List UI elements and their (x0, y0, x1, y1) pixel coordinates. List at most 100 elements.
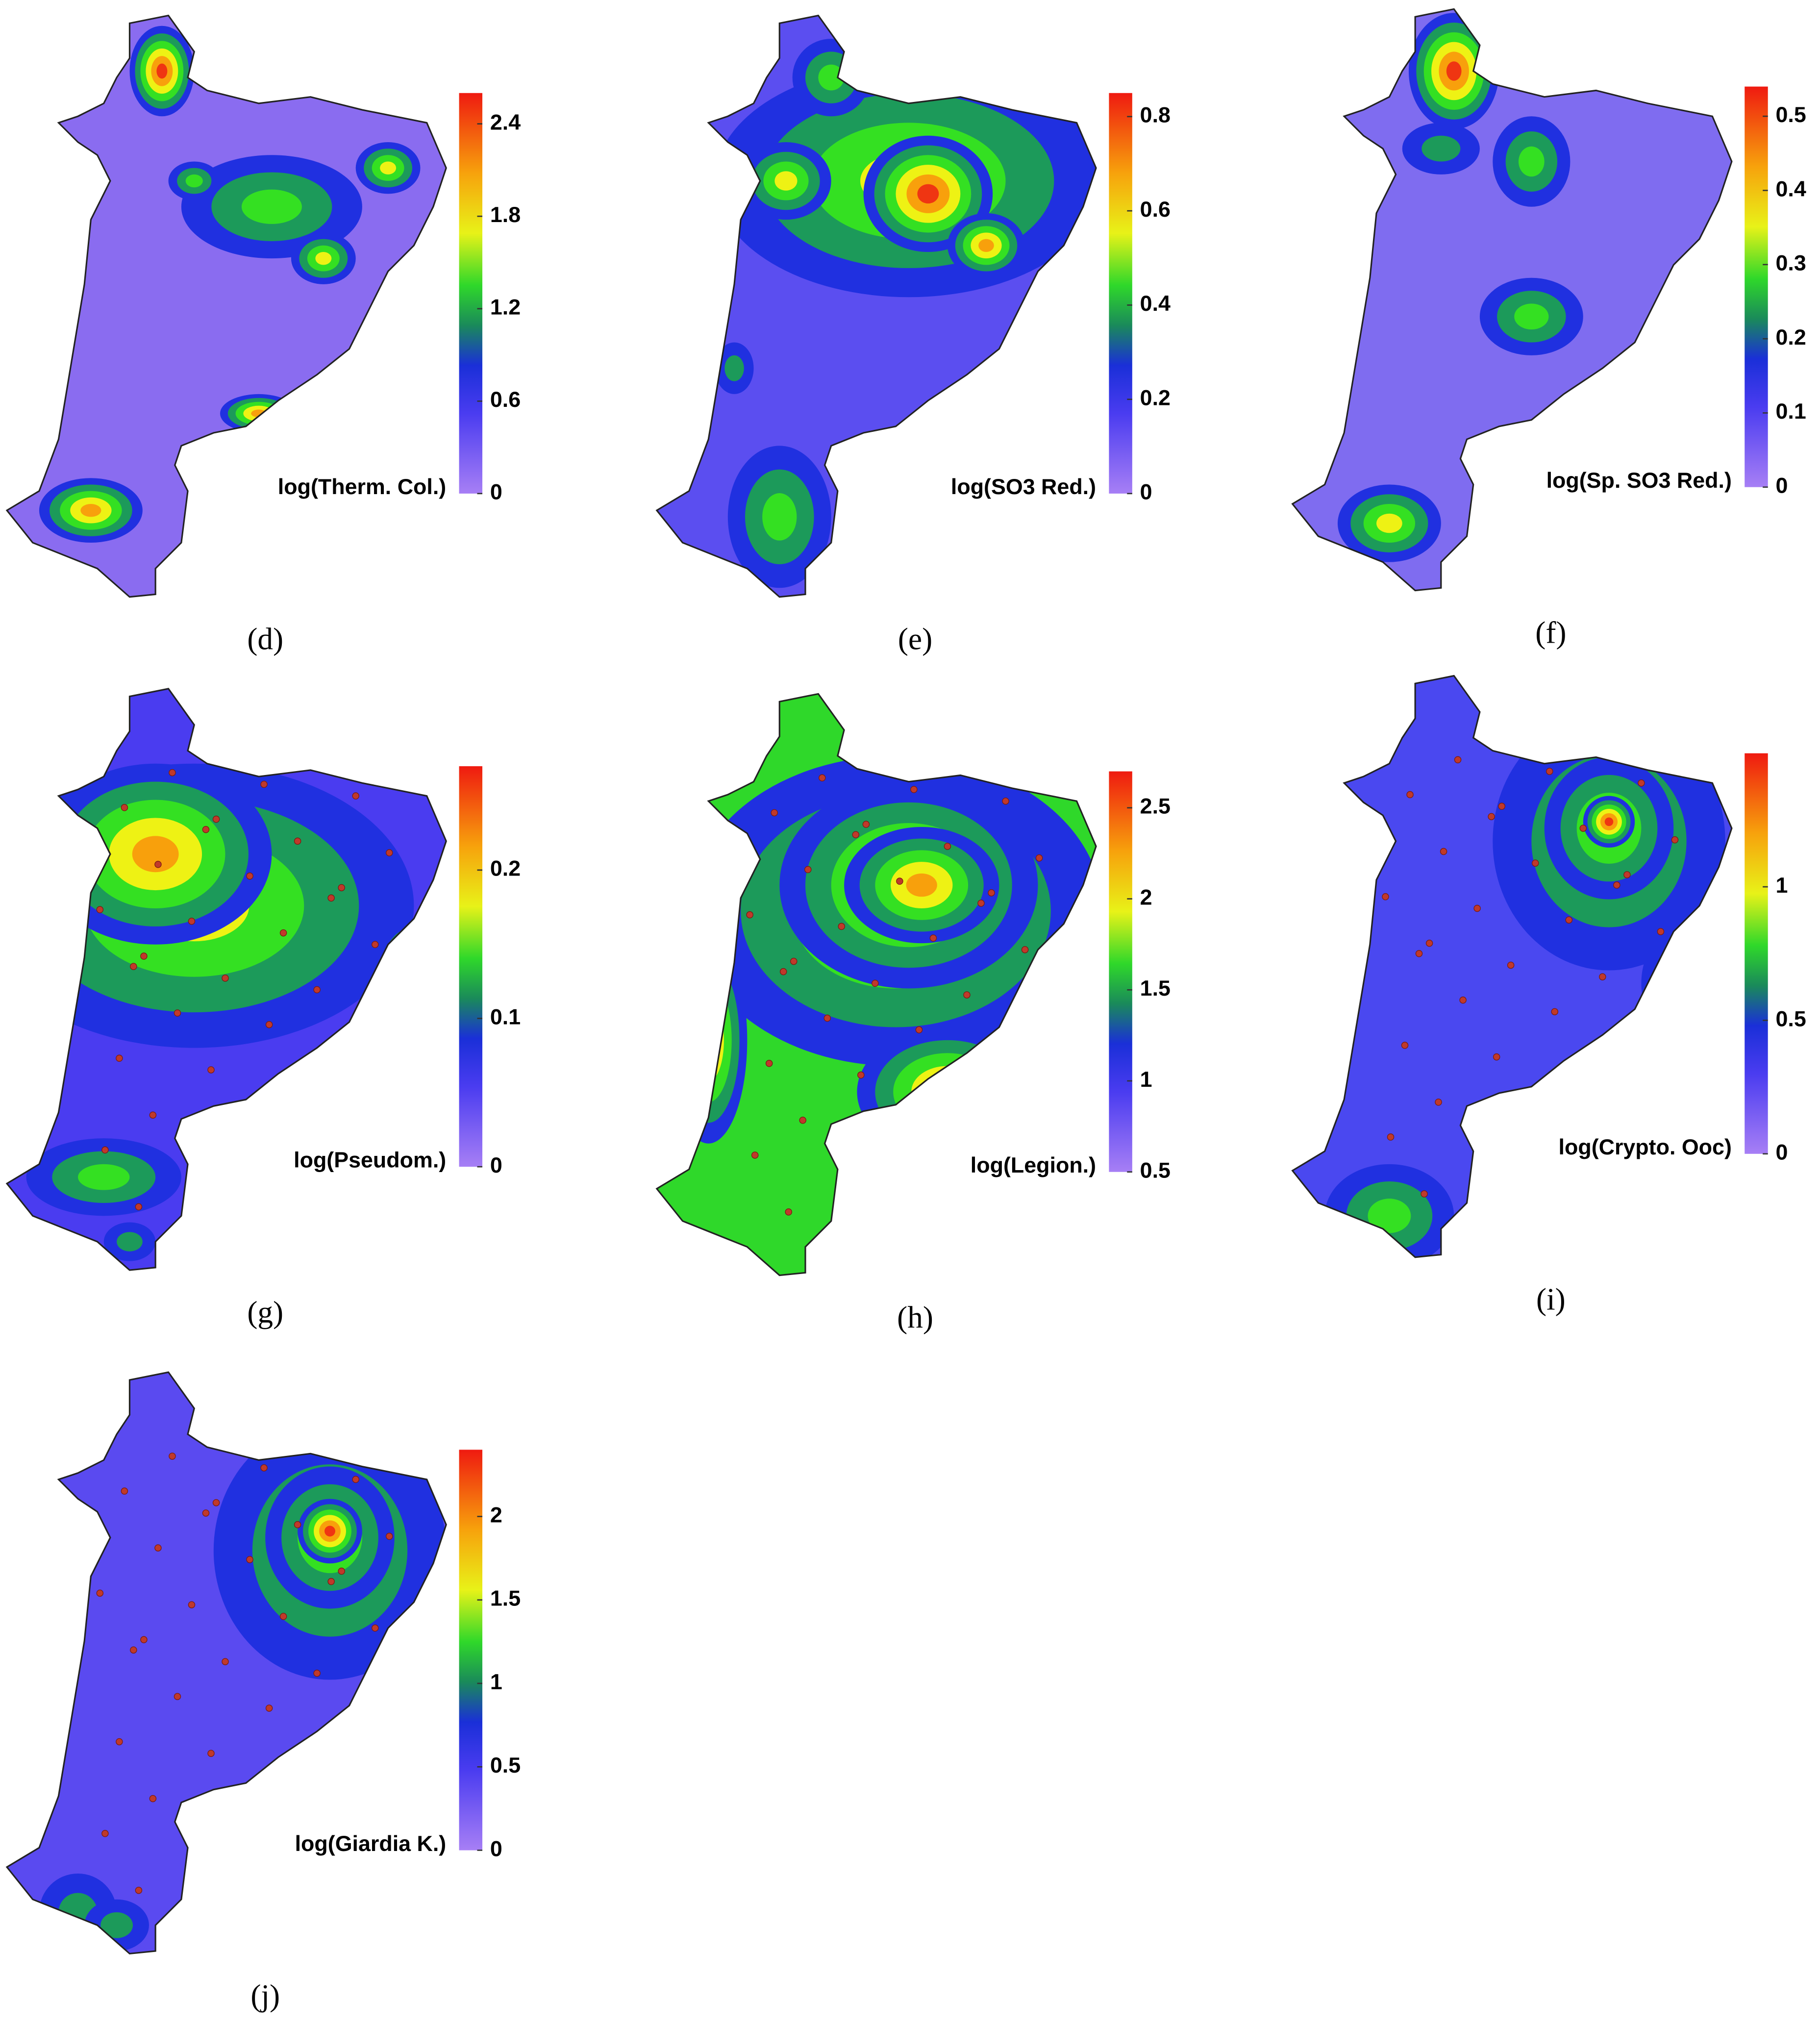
sample-point (299, 1077, 306, 1085)
sample-point (154, 1544, 162, 1551)
colorbar-tick-label: 2.5 (1140, 794, 1171, 819)
sample-point (997, 1048, 1004, 1055)
sample-point (910, 786, 918, 793)
sample-point (193, 1158, 200, 1165)
colorbar (459, 93, 483, 494)
colorbar-tick-label: 0.5 (1776, 1006, 1806, 1031)
sample-point (169, 1452, 176, 1460)
map-title: log(Crypto. Ooc) (1559, 1135, 1732, 1159)
sample-point (121, 804, 128, 811)
map-fill (656, 15, 1097, 597)
colorbar-tick-label: 1 (1140, 1067, 1152, 1092)
sample-point (207, 1066, 215, 1074)
sample-point (843, 1163, 850, 1171)
sample-point (876, 1220, 884, 1227)
sample-point (265, 1021, 273, 1028)
sample-point (1498, 802, 1505, 810)
contour-zone (324, 1526, 335, 1537)
sample-point (1041, 1095, 1048, 1102)
sample-point (1531, 859, 1539, 867)
sample-point (1493, 1053, 1500, 1061)
sample-point (1512, 1201, 1520, 1209)
contour-zone (700, 1019, 717, 1061)
colorbar-tick-label: 0.6 (490, 387, 521, 412)
colorbar-tick-label: 1 (1776, 873, 1788, 898)
colorbar-tick-label: 0 (1776, 474, 1788, 498)
map-fill (1292, 675, 1732, 1257)
contour-zone (1604, 817, 1614, 826)
sample-point (737, 752, 745, 760)
sample-point (1387, 1133, 1395, 1141)
sample-point (1002, 797, 1009, 805)
sample-point (294, 837, 301, 845)
sample-point (1657, 928, 1665, 935)
sample-point (294, 1521, 301, 1528)
sample-point (1406, 791, 1414, 799)
contour-zone (1656, 944, 1717, 1022)
sample-point (372, 1624, 379, 1632)
sample-point (313, 1670, 321, 1677)
contour-zone (241, 189, 302, 224)
sample-point (140, 952, 148, 960)
sample-point (202, 825, 210, 833)
contour-zone (1421, 135, 1461, 162)
colorbar-tick-label: 0.4 (1140, 291, 1171, 316)
sample-point (1652, 1178, 1659, 1186)
contour-zone (185, 174, 203, 188)
sample-point (372, 941, 379, 949)
sample-point (135, 1886, 143, 1894)
sample-point (771, 809, 778, 817)
contour-zone (80, 503, 101, 517)
sample-point (149, 1111, 157, 1119)
sample-point (327, 1578, 335, 1585)
colorbar-tick-label: 0.8 (1140, 103, 1171, 127)
colorbar-tick-label: 1.8 (490, 202, 521, 227)
contour-zone (911, 1066, 984, 1118)
sample-point (862, 821, 870, 828)
sample-point (804, 866, 812, 874)
panel-label: (d) (247, 622, 283, 656)
sample-point (1049, 762, 1057, 770)
colorbar-tick-label: 0.6 (1140, 197, 1171, 222)
contour-zone (407, 961, 421, 979)
sample-point (915, 1026, 923, 1034)
sample-point (116, 1054, 123, 1062)
sample-point (1560, 1167, 1568, 1175)
sample-point (96, 906, 104, 913)
sample-point (299, 1761, 306, 1769)
sample-point (212, 1499, 220, 1506)
sample-point (188, 918, 196, 925)
sample-point (968, 1231, 976, 1239)
sample-point (366, 1875, 374, 1882)
sample-point (1579, 825, 1587, 832)
sample-point (823, 1014, 831, 1022)
map-title: log(Legion.) (971, 1153, 1096, 1177)
panel-label: (h) (897, 1300, 933, 1334)
colorbar (1109, 93, 1132, 494)
contour-zone (685, 978, 732, 1102)
sample-point (852, 831, 860, 839)
sample-point (872, 979, 879, 987)
sample-point (347, 1726, 354, 1734)
sample-point (116, 1738, 123, 1746)
sample-point (1526, 1110, 1534, 1118)
sample-point (1638, 779, 1645, 787)
sample-point (929, 934, 937, 942)
sample-point (391, 1089, 399, 1097)
colorbar-tick-label: 1 (490, 1670, 502, 1694)
sample-point (751, 1151, 759, 1159)
sample-point (246, 1556, 253, 1563)
map-fill (7, 688, 447, 1271)
sample-point (1473, 904, 1481, 912)
colorbar-tick-label: 0.3 (1776, 251, 1806, 275)
sample-point (386, 849, 393, 856)
colorbar (1745, 86, 1768, 487)
sample-point (226, 1898, 234, 1906)
sample-point (1055, 1003, 1062, 1010)
sample-point (366, 1191, 374, 1199)
contour-zone (1703, 265, 1721, 278)
sample-point (857, 1071, 865, 1079)
sample-point (1599, 973, 1606, 980)
map-panel: 0 0.5 1 1.5 2 log(Giardia K.) (j) (6, 1371, 521, 2013)
colorbar-tick-label: 0 (490, 480, 502, 504)
